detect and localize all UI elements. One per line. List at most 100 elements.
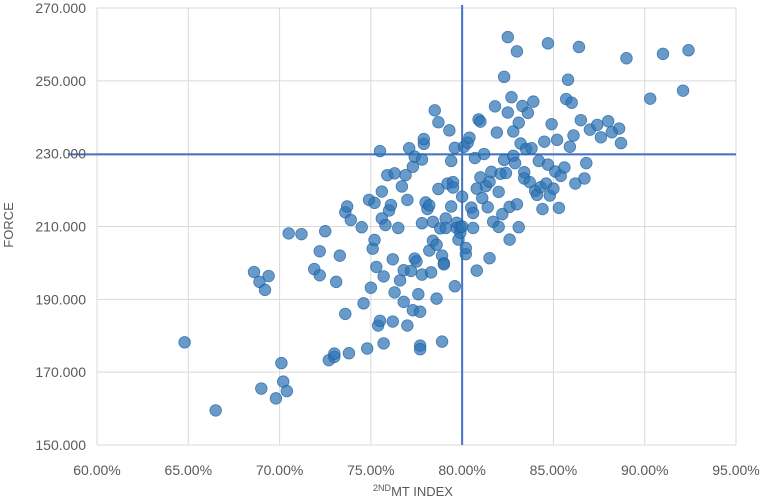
- data-point: [333, 249, 347, 262]
- data-point: [591, 118, 604, 132]
- data-point: [448, 280, 462, 293]
- data-point: [501, 30, 514, 44]
- data-point: [567, 129, 580, 142]
- data-point: [280, 384, 294, 398]
- data-point: [430, 292, 443, 305]
- data-point: [501, 106, 514, 119]
- y-tick-label: 170.000: [35, 364, 86, 380]
- data-point: [401, 193, 414, 207]
- data-point: [432, 116, 445, 129]
- data-point: [413, 305, 427, 318]
- data-point: [415, 217, 429, 230]
- data-point: [313, 269, 326, 282]
- data-point: [527, 95, 540, 108]
- data-point: [262, 269, 275, 283]
- data-point: [370, 260, 383, 274]
- data-point: [565, 96, 578, 109]
- data-point: [428, 104, 441, 117]
- x-axis-title-main: MT INDEX: [391, 484, 453, 499]
- data-point: [547, 182, 560, 195]
- data-point: [384, 198, 398, 212]
- data-point: [512, 221, 525, 234]
- data-point: [342, 347, 356, 360]
- data-point: [357, 297, 370, 310]
- data-point: [388, 286, 401, 299]
- data-point: [483, 251, 496, 265]
- x-tick-label: 85.00%: [530, 462, 577, 478]
- data-point: [401, 319, 414, 332]
- y-tick-label: 190.000: [35, 291, 86, 307]
- data-point: [578, 172, 591, 185]
- data-point: [275, 356, 288, 370]
- data-point: [492, 185, 505, 199]
- data-point: [417, 132, 431, 146]
- data-point: [492, 220, 505, 234]
- data-point: [499, 166, 513, 180]
- data-point: [364, 281, 378, 294]
- y-axis-title: FORCE: [1, 202, 16, 248]
- data-point: [395, 180, 409, 193]
- x-tick-label: 65.00%: [165, 462, 212, 478]
- data-point: [541, 37, 555, 50]
- data-point: [602, 115, 615, 128]
- data-point: [443, 124, 456, 137]
- data-point: [656, 47, 670, 61]
- data-point: [209, 404, 222, 417]
- data-point: [558, 161, 571, 174]
- data-point: [507, 125, 520, 138]
- data-point: [545, 117, 558, 131]
- x-tick-label: 60.00%: [73, 462, 120, 478]
- data-point: [258, 283, 272, 297]
- data-point: [373, 314, 387, 328]
- data-point: [481, 200, 494, 214]
- data-point: [282, 227, 295, 240]
- y-tick-label: 270.000: [35, 0, 86, 16]
- data-point: [505, 91, 518, 104]
- y-tick-label: 150.000: [35, 437, 86, 453]
- data-point: [574, 113, 588, 127]
- data-point: [432, 182, 445, 196]
- data-point: [295, 227, 308, 241]
- data-point: [377, 270, 390, 283]
- data-point: [476, 191, 489, 205]
- data-point: [255, 382, 268, 395]
- x-axis-title: 2NDMT INDEX: [373, 483, 453, 499]
- data-point: [563, 140, 577, 153]
- data-point: [361, 342, 374, 355]
- data-point: [512, 116, 525, 129]
- data-point: [423, 199, 436, 212]
- data-point: [415, 153, 429, 166]
- data-point: [470, 264, 483, 277]
- data-point: [435, 335, 449, 348]
- data-point: [247, 265, 261, 279]
- data-point: [488, 100, 502, 113]
- data-point: [424, 266, 438, 279]
- y-tick-label: 230.000: [35, 146, 86, 162]
- data-point: [373, 144, 387, 158]
- data-points: [178, 30, 695, 417]
- data-point: [580, 156, 593, 170]
- x-tick-label: 80.00%: [438, 462, 485, 478]
- data-point: [328, 347, 341, 360]
- x-tick-label: 75.00%: [347, 462, 394, 478]
- data-point: [444, 200, 458, 213]
- y-tick-label: 210.000: [35, 219, 86, 235]
- data-point: [413, 343, 427, 356]
- data-point: [477, 147, 491, 161]
- x-axis-title-superscript: 2ND: [373, 483, 392, 493]
- data-point: [437, 258, 451, 271]
- data-point: [538, 135, 551, 148]
- data-point: [508, 156, 522, 170]
- x-tick-label: 70.00%: [256, 462, 303, 478]
- data-point: [474, 115, 487, 128]
- data-point: [510, 198, 524, 211]
- data-point: [536, 202, 549, 216]
- data-point: [410, 255, 423, 268]
- data-point: [386, 315, 399, 328]
- data-point: [463, 131, 476, 144]
- data-point: [404, 264, 418, 278]
- data-point: [466, 221, 480, 235]
- data-point: [355, 221, 368, 234]
- data-point: [614, 136, 628, 150]
